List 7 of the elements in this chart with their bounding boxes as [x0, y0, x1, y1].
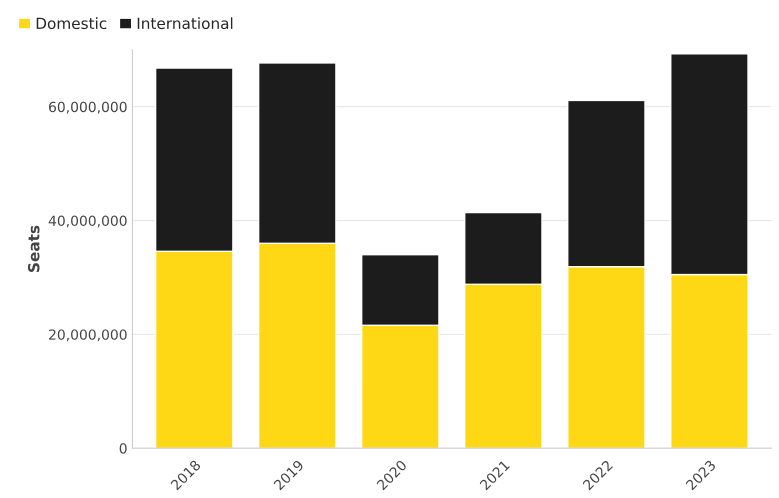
y-tick-label: 60,000,000	[49, 102, 127, 114]
y-tick-label: 0	[120, 443, 127, 454]
y-tick-label: 40,000,000	[48, 216, 127, 228]
legend-label: Domestic	[36, 17, 106, 30]
y-axis-title: Seats	[28, 226, 40, 272]
legend-label: International	[138, 17, 232, 30]
y-tick-label: 20,000,000	[49, 329, 127, 342]
